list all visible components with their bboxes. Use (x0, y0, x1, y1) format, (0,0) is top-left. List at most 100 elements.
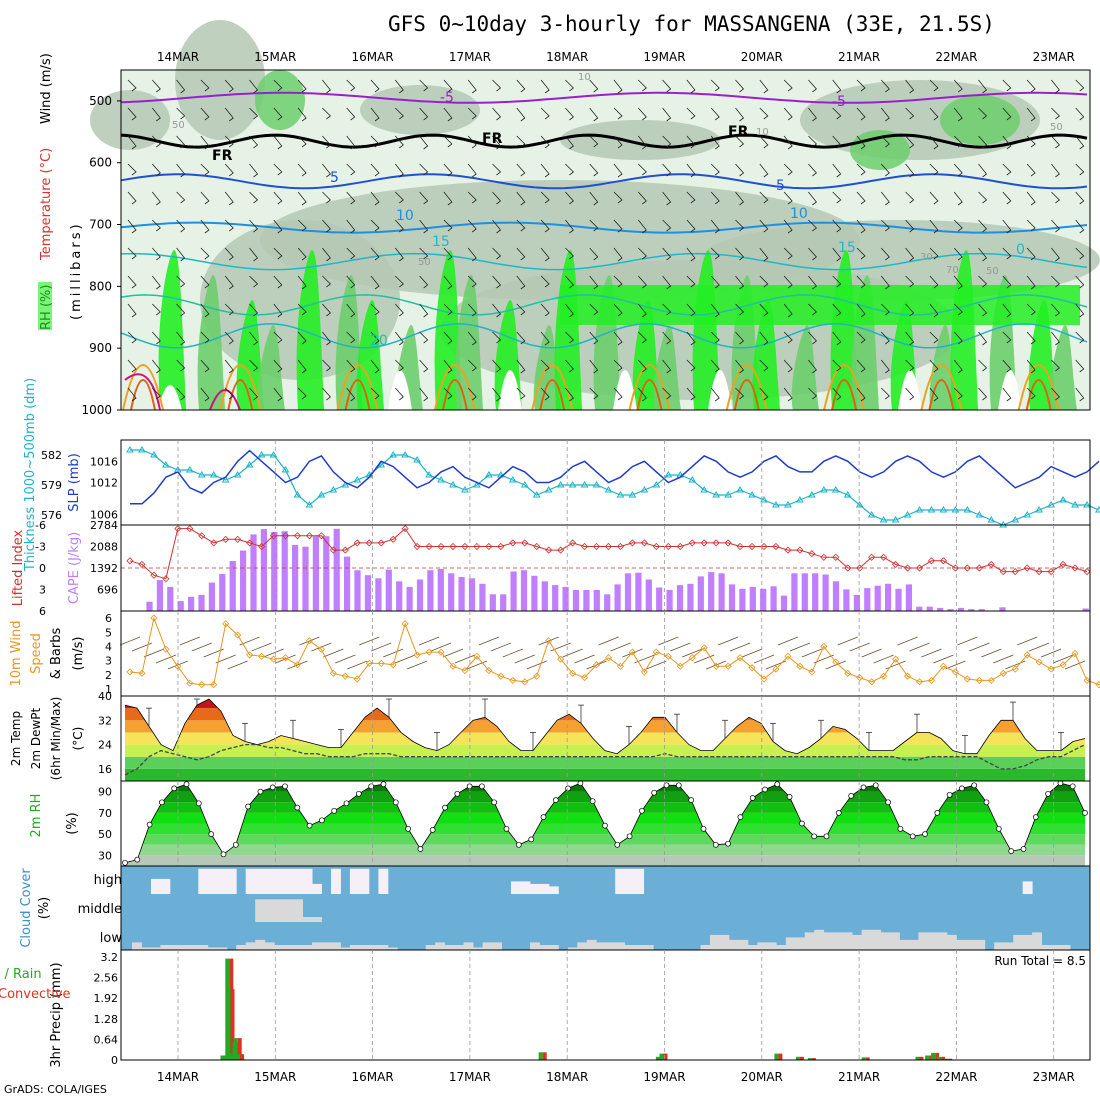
rh-marker (331, 807, 338, 814)
thickness-marker (138, 446, 146, 453)
warm-contour-inner (441, 379, 468, 411)
wind-barb (905, 387, 915, 401)
wind-barb (176, 303, 186, 317)
thickness-tick-label: 579 (41, 479, 62, 492)
wind-barb (905, 331, 915, 346)
wind-speed-marker (915, 678, 924, 686)
wind-barb (443, 79, 453, 93)
cloud-high-bar (548, 886, 559, 894)
wind-barb (297, 387, 307, 400)
wind-barb-10m (993, 654, 1014, 664)
wind-barb (151, 107, 161, 122)
wind-barb-10m (143, 648, 165, 658)
wind-barb (735, 387, 745, 400)
wind-barb (273, 303, 283, 318)
wind-barb (200, 303, 210, 318)
cape-bar (780, 595, 788, 611)
lifted-index-marker (533, 542, 541, 551)
thickness-marker (927, 506, 936, 513)
wind-barb (224, 163, 234, 177)
wind-speed-marker (401, 620, 409, 628)
cape-bar (188, 596, 195, 611)
wind-barb (1026, 107, 1036, 122)
wind-barb (710, 107, 720, 121)
thickness-marker (640, 486, 649, 493)
wind-barb (151, 359, 161, 374)
lifted-index-marker (317, 532, 325, 540)
wind-barb (127, 191, 137, 205)
wind-barb (297, 79, 307, 93)
wind-speed-marker (1095, 681, 1100, 689)
wind-barb-10m (610, 642, 631, 652)
wind-barb (905, 191, 915, 204)
wind-barb (759, 107, 769, 120)
date-label-top: 17MAR (449, 50, 491, 64)
wind-barb (1051, 107, 1061, 120)
cape-bar (541, 581, 548, 611)
wind-barb (224, 79, 234, 93)
lifted-index-marker (126, 557, 134, 565)
thickness-marker (784, 501, 792, 508)
dewpoint-line (124, 743, 1086, 776)
wind-speed-marker (772, 665, 780, 673)
wind-speed-marker (1071, 649, 1079, 658)
cloud-low-bar (719, 934, 730, 950)
wind-barb (710, 135, 720, 150)
cape-bar (916, 606, 923, 611)
temperature-label: -5 (440, 90, 454, 106)
thickness-marker (1047, 501, 1055, 508)
rh-marker (774, 781, 781, 788)
cape-bar (687, 583, 694, 611)
cape-bar (364, 575, 371, 611)
wind-speed-marker (485, 666, 493, 675)
rh-marker (294, 804, 301, 811)
cloud-low-bar (548, 945, 559, 950)
wind-barb (710, 79, 720, 92)
wind-barb (273, 163, 283, 176)
wind-speed-marker (138, 669, 146, 677)
cloud-low-bar (965, 939, 976, 950)
wind-barb (856, 191, 866, 205)
rh-marker (146, 821, 153, 828)
wind-barb (273, 247, 283, 260)
rh-legend-swatch (38, 282, 52, 330)
wind-barb (443, 387, 453, 400)
wind-barb (710, 387, 720, 402)
lifted-index-marker (999, 568, 1007, 576)
wind-barb (953, 219, 963, 232)
wind-barb (1051, 275, 1061, 288)
wind-barb (759, 163, 769, 178)
cloud-low-bar (946, 934, 957, 950)
rh-marker (799, 820, 805, 827)
precip-total-bar (931, 1052, 936, 1060)
thickness-marker (760, 496, 768, 503)
wind-barb (273, 135, 283, 150)
wind-speed-marker (269, 655, 278, 663)
cape-bar (770, 586, 777, 611)
wind-barb (492, 135, 502, 150)
wind-barb (735, 135, 745, 148)
wind-barb (905, 359, 915, 372)
wind-barb-10m (359, 636, 380, 646)
wind-barb (589, 219, 599, 232)
wind-barb (832, 135, 842, 149)
wind-barb (492, 191, 502, 205)
wind-barb (224, 359, 234, 374)
wind-barb (856, 219, 866, 234)
wind-barb (832, 163, 842, 178)
cape-tick-label: 2784 (90, 519, 118, 532)
wind-barb (735, 303, 745, 316)
wind-barb (249, 247, 259, 262)
cape-bar (624, 573, 632, 611)
wind-barb (613, 163, 623, 178)
cloud-high-bar (293, 868, 303, 894)
wind-barb (929, 135, 939, 150)
cape-bar (344, 556, 351, 611)
lifted-index-marker (545, 546, 553, 554)
wind-barb (1051, 387, 1060, 401)
wind-barb (905, 135, 915, 149)
wind-barb (152, 303, 161, 316)
rh-marker (491, 799, 498, 806)
thickness-marker (425, 471, 433, 478)
wind-barb-10m (873, 654, 894, 664)
